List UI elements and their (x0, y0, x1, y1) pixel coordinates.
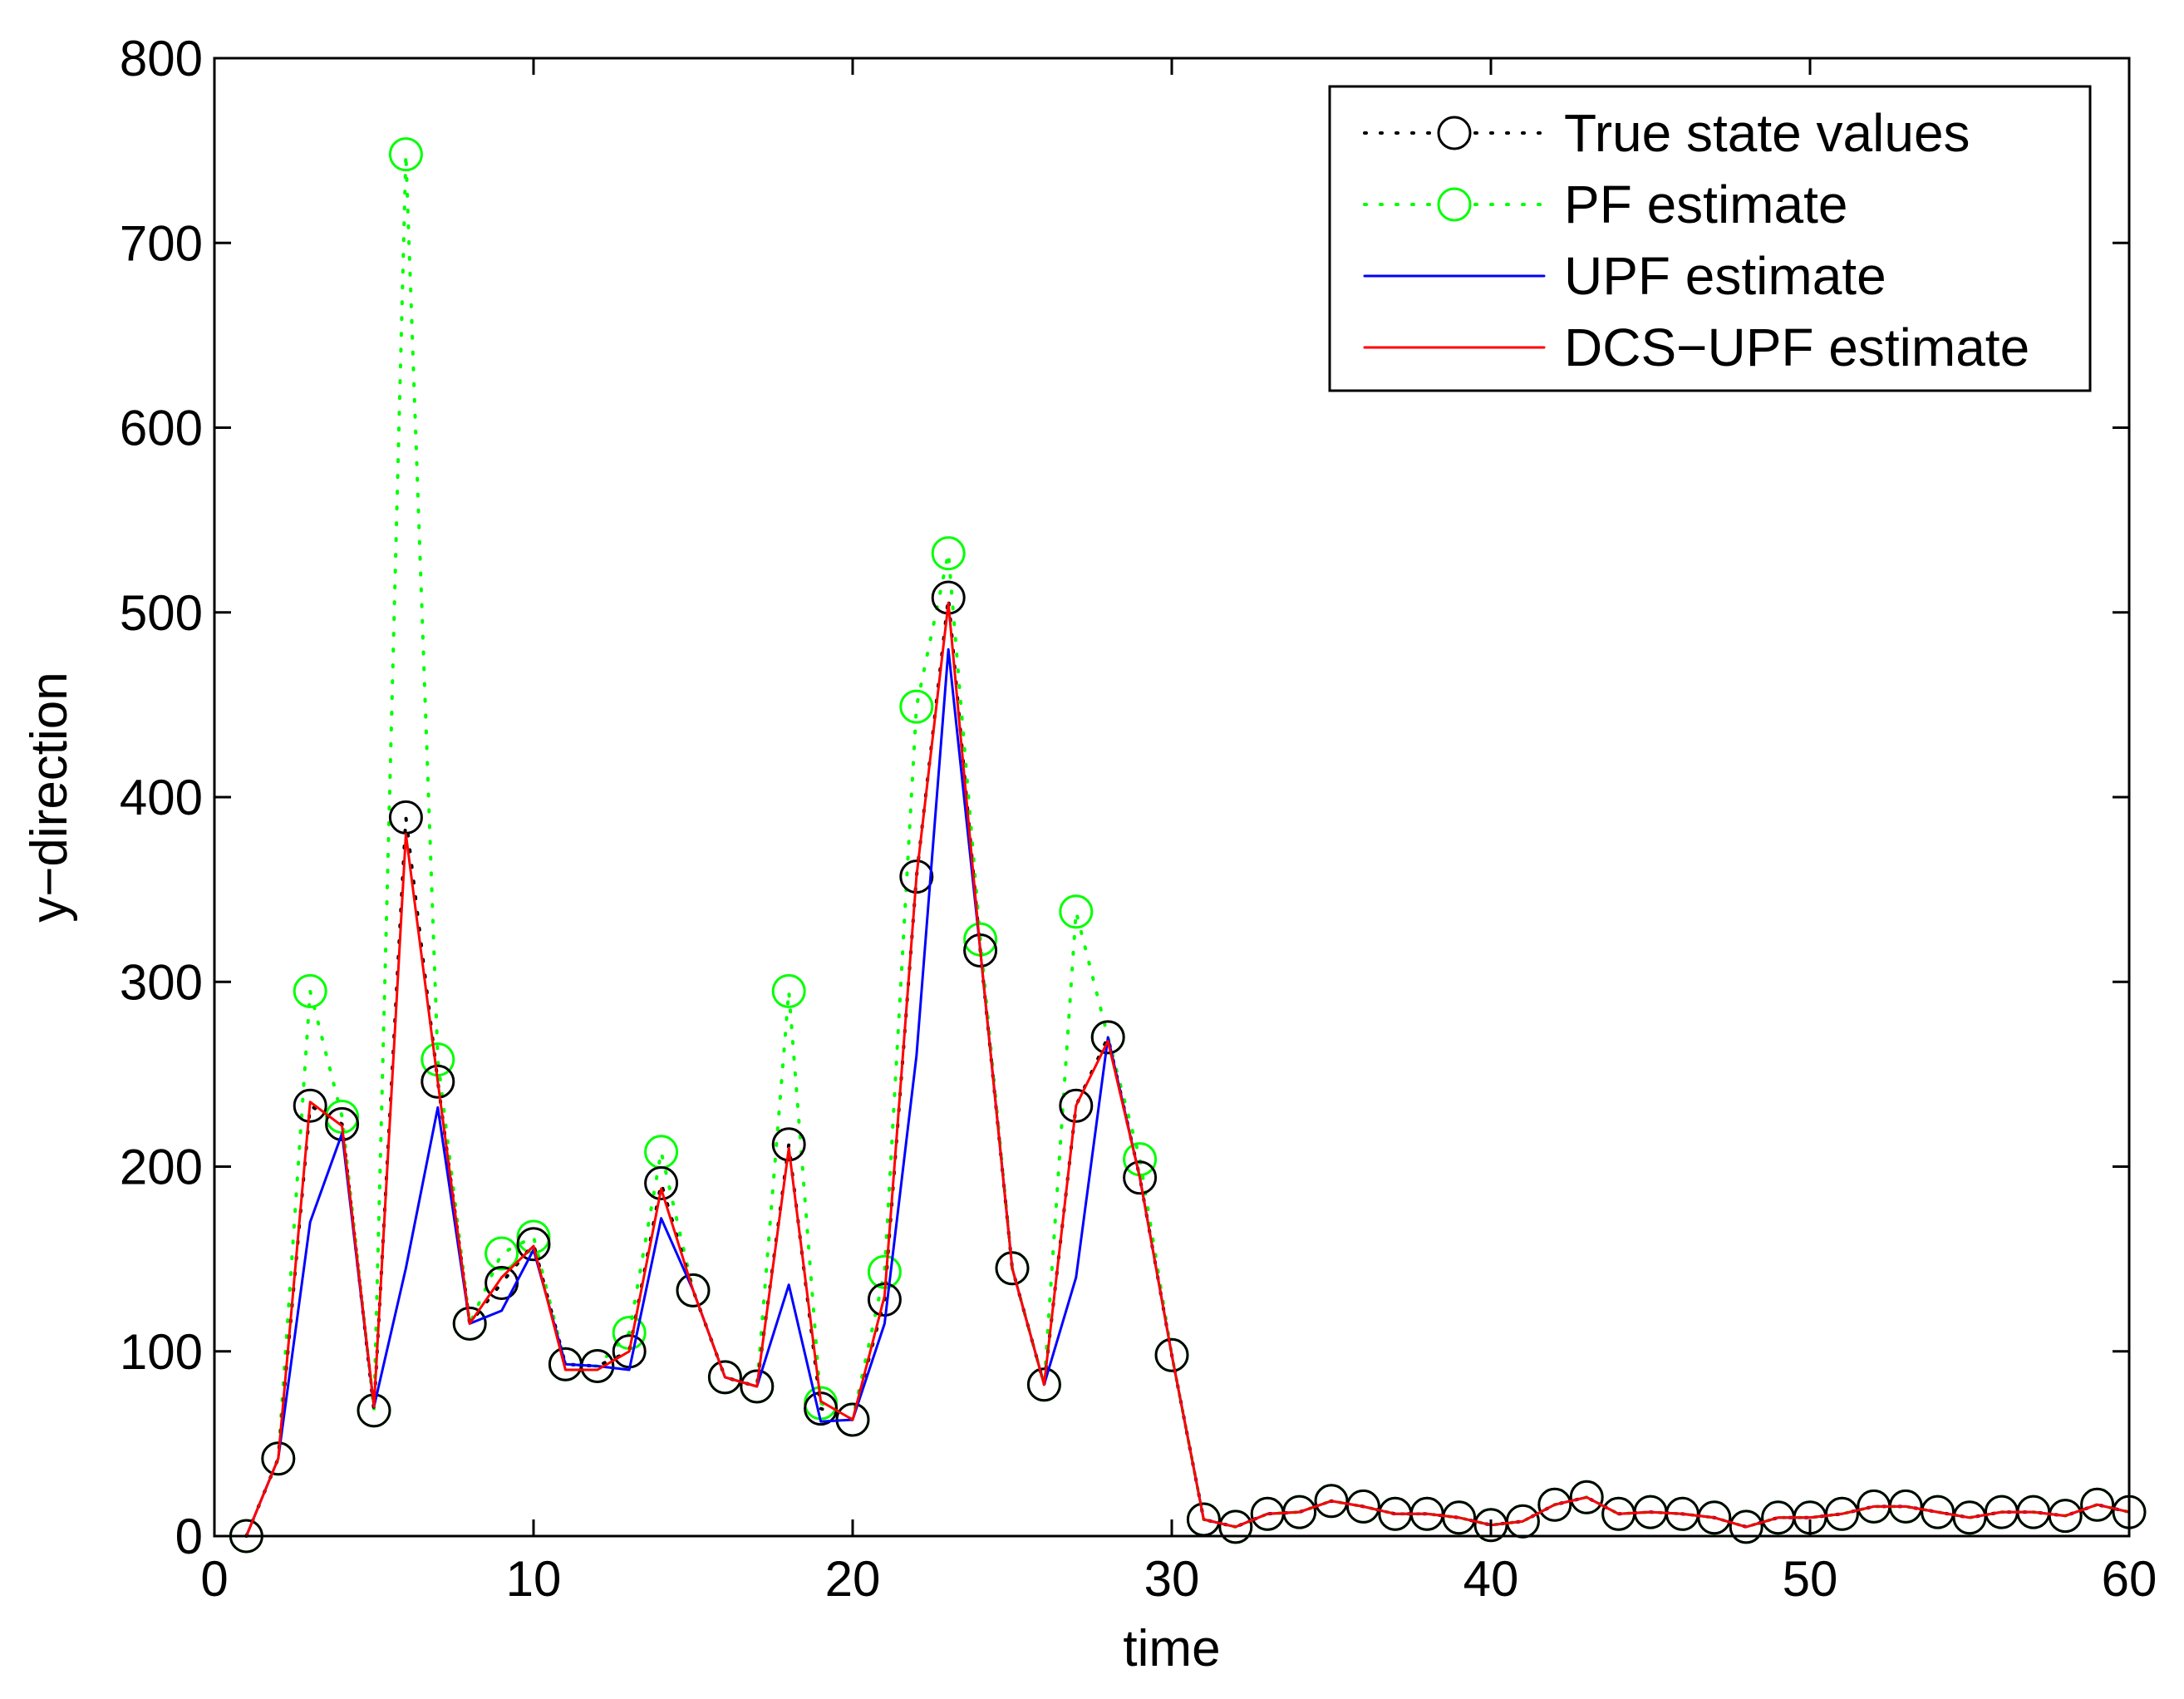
legend-label: DCS−UPF estimate (1564, 318, 2029, 377)
y-tick-label: 600 (120, 401, 203, 456)
data-point (293, 973, 327, 1008)
data-point (1824, 1496, 1859, 1531)
x-tick-label: 10 (506, 1551, 562, 1607)
legend-label: UPF estimate (1564, 246, 1886, 306)
y-tick-label: 400 (120, 770, 203, 825)
data-point (2080, 1487, 2115, 1522)
data-point (1921, 1495, 1955, 1529)
data-point (995, 1251, 1030, 1286)
data-point (931, 536, 966, 571)
data-point (1026, 1367, 1061, 1402)
y-tick-label: 800 (120, 31, 203, 86)
legend-entry: PF estimate (1363, 175, 1847, 234)
data-point (516, 1227, 551, 1262)
y-tick-label: 500 (120, 585, 203, 641)
data-point (485, 1236, 519, 1271)
series-group (244, 602, 2131, 1538)
data-point (388, 137, 423, 172)
legend-swatch-marker (1437, 187, 1472, 222)
x-tick-label: 50 (1783, 1551, 1838, 1607)
x-tick-label: 60 (2102, 1551, 2157, 1607)
data-point (1729, 1509, 1763, 1544)
x-tick-label: 20 (825, 1551, 881, 1607)
data-point (1952, 1500, 1987, 1535)
series-line (244, 602, 2131, 1538)
data-point (2048, 1499, 2083, 1534)
y-tick-label: 0 (175, 1509, 203, 1564)
data-point (261, 1441, 296, 1476)
x-axis-label: time (1123, 1620, 1220, 1677)
y-tick-label: 700 (120, 215, 203, 271)
legend-label: PF estimate (1564, 175, 1847, 234)
legend: True state values PF estimate UPF estimate… (1328, 85, 2092, 392)
data-point (293, 1088, 327, 1123)
data-point (676, 1273, 711, 1307)
data-point (1345, 1489, 1380, 1524)
data-point (452, 1306, 487, 1341)
data-point (771, 1127, 806, 1162)
data-point (1090, 1020, 1125, 1055)
y-axis-label: y−direction (21, 672, 78, 923)
legend-items: True state values PF estimate UPF estimate… (1363, 103, 2029, 377)
x-tick-label: 40 (1463, 1551, 1519, 1607)
data-point (1059, 894, 1094, 929)
data-point (771, 973, 806, 1008)
data-point (1154, 1337, 1189, 1372)
data-point (740, 1369, 775, 1404)
y-tick-label: 300 (120, 954, 203, 1010)
legend-entry: True state values (1363, 103, 1970, 163)
data-point (1123, 1160, 1158, 1195)
y-tick-label: 100 (120, 1324, 203, 1380)
legend-entry: DCS−UPF estimate (1363, 318, 2029, 377)
legend-entry: UPF estimate (1363, 246, 1886, 306)
data-point (1697, 1500, 1732, 1535)
data-point (644, 1166, 679, 1200)
data-point (899, 689, 934, 724)
legend-swatch-marker (1437, 116, 1472, 150)
data-point (963, 933, 998, 968)
data-point (1218, 1509, 1253, 1544)
data-point (1569, 1480, 1604, 1514)
x-tick-label: 0 (200, 1551, 228, 1607)
y-tick-label: 200 (120, 1140, 203, 1195)
x-tick-label: 30 (1144, 1551, 1200, 1607)
data-point (1442, 1500, 1477, 1535)
legend-label: True state values (1564, 103, 1970, 163)
data-point (421, 1064, 455, 1099)
data-point (707, 1360, 742, 1395)
data-point (1059, 1088, 1094, 1123)
data-point (1537, 1487, 1572, 1522)
